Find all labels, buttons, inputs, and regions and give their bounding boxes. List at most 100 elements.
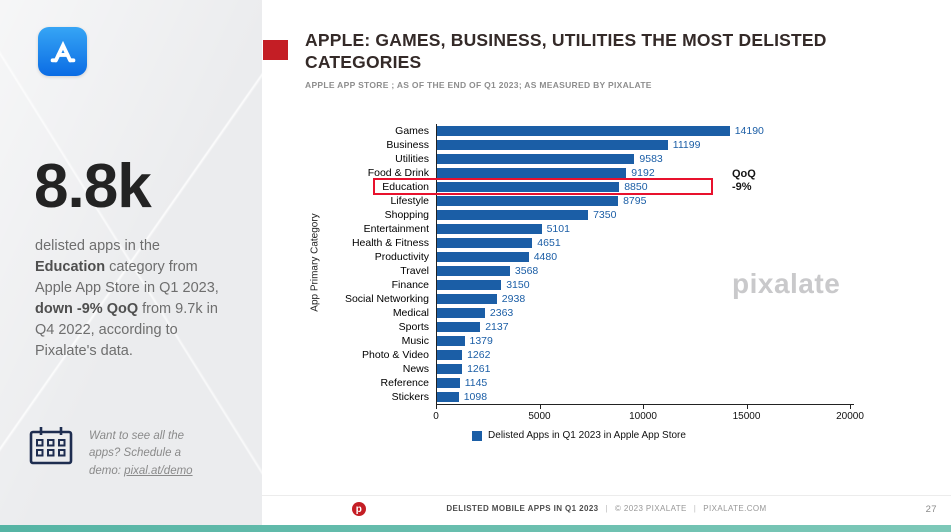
value-label: 7350 (593, 209, 617, 221)
category-label: Photo & Video (362, 349, 429, 361)
bar (436, 308, 485, 318)
category-label: Food & Drink (367, 167, 429, 179)
x-tick (539, 405, 541, 409)
schedule-demo-section: Want to see all the apps? Schedule a dem… (28, 424, 248, 480)
demo-text: Want to see all the apps? Schedule a dem… (89, 424, 214, 480)
bar-chart: App Primary Category Games 14190 Business 1… (279, 124, 929, 441)
chart-row: Productivity 4480 (301, 250, 929, 264)
app-store-a-glyph (50, 40, 75, 62)
bar (436, 168, 627, 178)
chart-row: Games 14190 (301, 124, 929, 138)
footer-copyright: © 2023 PIXALATE (615, 504, 687, 513)
category-label: Games (395, 125, 429, 137)
bar (436, 350, 463, 360)
x-tick (746, 405, 748, 409)
chart-row: Utilities 9583 (301, 152, 929, 166)
x-tick (643, 405, 644, 409)
category-label: Entertainment (363, 223, 429, 235)
value-label: 2137 (485, 321, 509, 333)
chart-rows: Games 14190 Business 11199 Utilities 9583 Food… (301, 124, 929, 404)
footer-separator: | (693, 504, 697, 513)
pixalate-logo-icon: p (352, 502, 366, 516)
value-label: 9583 (639, 153, 663, 165)
value-label: 11199 (672, 139, 701, 151)
page-subtitle: APPLE APP STORE ; AS OF THE END OF Q1 20… (305, 79, 652, 90)
value-label: 1261 (467, 363, 491, 375)
category-label: Business (386, 139, 429, 151)
chart-legend: Delisted Apps in Q1 2023 in Apple App St… (301, 430, 857, 441)
app-store-icon (38, 27, 87, 76)
value-label: 3150 (506, 279, 530, 291)
category-label: Social Networking (344, 293, 429, 305)
footer-site-link[interactable]: PIXALATE.COM (703, 504, 767, 513)
category-label: News (402, 363, 429, 375)
page-title: APPLE: GAMES, BUSINESS, UTILITIES THE MO… (305, 30, 827, 72)
category-label: Health & Fitness (351, 237, 429, 249)
value-label: 3568 (514, 265, 539, 277)
category-label: Reference (380, 377, 429, 389)
x-tick-label: 15000 (732, 411, 761, 422)
bar (436, 238, 533, 248)
pixalate-watermark: pixalate (732, 268, 841, 299)
stat-description: delisted apps in the Education category … (35, 238, 219, 360)
value-label: 1379 (469, 335, 493, 347)
value-label: 5101 (546, 223, 570, 235)
x-axis: 0 5000 10000 15000 20000 (433, 404, 864, 430)
x-tick-label: 5000 (528, 411, 551, 422)
chart-row: Education 8850 (301, 180, 929, 194)
chart-row: Health & Fitness 4651 (301, 236, 929, 250)
chart-row: Shopping 7350 (301, 208, 929, 222)
x-tick-label: 20000 (836, 411, 864, 422)
bar (436, 126, 730, 136)
category-label: Stickers (391, 391, 429, 403)
legend-label: Delisted Apps in Q1 2023 in Apple App St… (488, 430, 686, 441)
bar (436, 224, 542, 234)
bar (436, 154, 635, 164)
bottom-accent-bar (0, 525, 951, 532)
x-tick (436, 405, 437, 409)
footer: p DELISTED MOBILE APPS IN Q1 2023 | © 20… (262, 495, 951, 521)
chart-row: Medical 2363 (301, 306, 929, 320)
category-label: Music (401, 335, 429, 347)
title-bullet (263, 40, 288, 60)
bar (436, 336, 465, 346)
chart-row: Sports 2137 (301, 320, 929, 334)
education-highlight-box (373, 178, 713, 195)
x-tick-label: 0 (433, 411, 439, 422)
legend-swatch (472, 430, 483, 441)
value-label: 8850 (624, 181, 648, 193)
qoq-annotation: QoQ -9% (732, 168, 756, 194)
bar (436, 378, 460, 388)
category-label: Finance (391, 279, 429, 291)
demo-link[interactable]: pixal.at/demo (124, 464, 193, 477)
value-label: 2363 (489, 307, 514, 319)
chart-row: News 1261 (301, 362, 929, 376)
qoq-line1: QoQ (732, 168, 756, 180)
page-number: 27 (925, 504, 937, 515)
x-tick (850, 405, 851, 409)
value-label: 1098 (463, 391, 488, 403)
category-label: Utilities (395, 153, 429, 165)
value-label: 4480 (533, 251, 558, 263)
chart-row: Entertainment 5101 (301, 222, 929, 236)
main-content: APPLE: GAMES, BUSINESS, UTILITIES THE MO… (262, 0, 951, 525)
bar (436, 252, 529, 262)
value-label: 1262 (467, 349, 491, 361)
chart-row: Music 1379 (301, 334, 929, 348)
bar (436, 294, 497, 304)
chart-row: Finance 3150 (301, 278, 929, 292)
bar (436, 182, 620, 192)
calendar-icon (29, 427, 73, 465)
footer-separator: | (605, 504, 608, 513)
value-label: 1145 (464, 377, 488, 389)
bar (436, 140, 668, 150)
value-label: 4651 (537, 237, 561, 249)
value-label: 8795 (623, 195, 647, 207)
header: APPLE: GAMES, BUSINESS, UTILITIES THE MO… (305, 30, 890, 90)
chart-row: Business 11199 (301, 138, 929, 152)
chart-row: Photo & Video 1262 (301, 348, 929, 362)
bar (436, 266, 510, 276)
chart-row: Travel 3568 (301, 264, 929, 278)
bar (436, 364, 463, 374)
